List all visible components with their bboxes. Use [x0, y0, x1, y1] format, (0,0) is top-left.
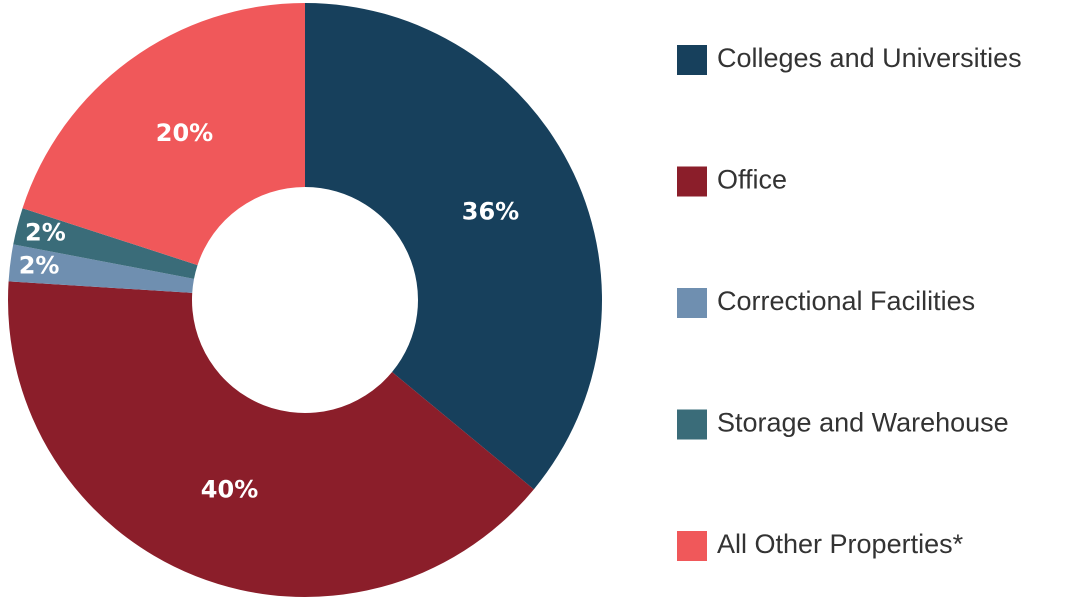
slice [13, 208, 198, 279]
legend-label: Correctional Facilities [717, 286, 975, 316]
data-label: 2% [25, 218, 66, 246]
data-label: 20% [156, 119, 213, 147]
legend-swatch [677, 288, 707, 318]
data-label: 36% [462, 198, 519, 226]
legend-label: Office [717, 165, 787, 195]
legend-label: Colleges and Universities [717, 43, 1022, 73]
legend-swatch [677, 45, 707, 75]
legend-swatch [677, 409, 707, 440]
legend-swatch [677, 531, 707, 561]
data-label: 2% [19, 251, 60, 279]
slice [305, 3, 602, 490]
legend-label: Storage and Warehouse [717, 408, 1009, 438]
legend-label: All Other Properties* [717, 529, 964, 559]
data-label: 40% [201, 476, 258, 504]
slice [22, 3, 305, 266]
slice [8, 244, 195, 293]
slice [8, 281, 534, 597]
legend-swatch [677, 166, 707, 197]
